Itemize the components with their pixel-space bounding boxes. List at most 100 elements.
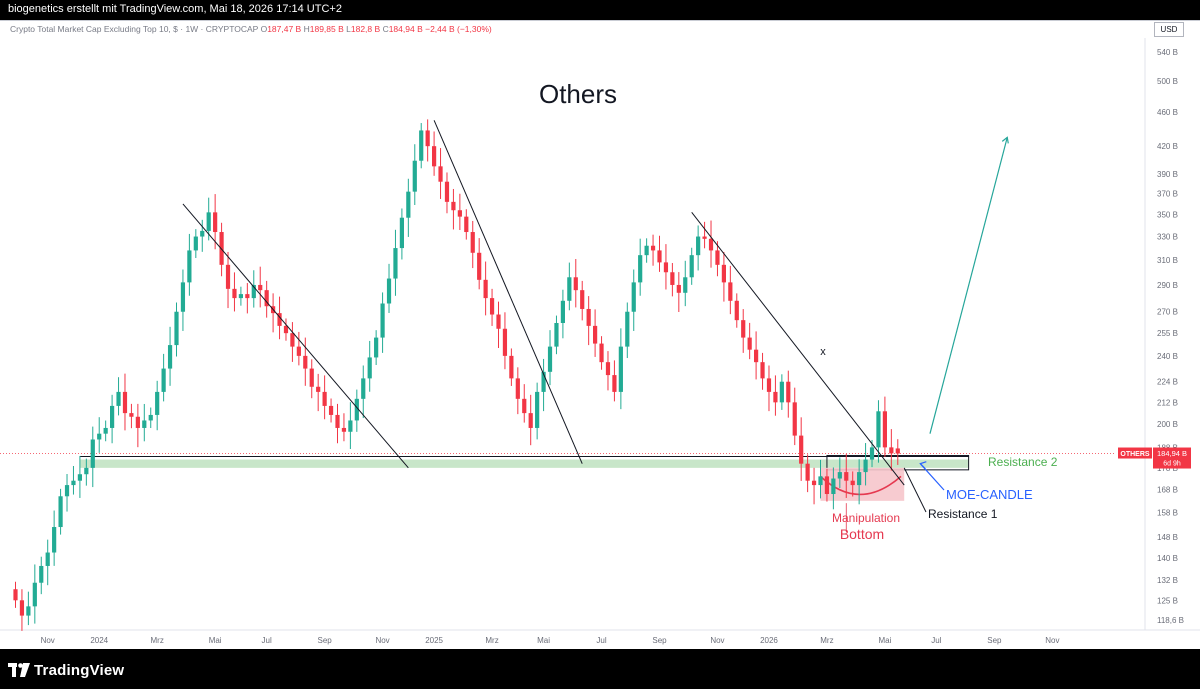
candle-body [341,427,347,432]
candle-body [844,472,849,481]
candle-body [393,248,398,279]
y-tick-label: 350 B [1157,210,1178,219]
candle-body [644,245,649,256]
candle-body [52,527,57,553]
x-tick-label: 2026 [760,636,778,645]
candle-body [612,375,617,392]
candle-body [792,402,797,436]
candle-body [245,294,250,299]
y-tick-label: 460 B [1157,108,1178,117]
legend-high: 189,85 B [309,24,344,34]
candle-body [412,160,417,192]
legend-name: Crypto Total Market Cap Excluding Top 10… [10,24,259,34]
candle-body [599,343,604,363]
candle-body [702,236,707,239]
candle-body [419,130,424,161]
candle-body [766,378,772,392]
y-tick-label: 200 B [1157,420,1178,429]
candle-body [554,323,559,347]
x-mark: x [820,346,826,358]
moe-candle-label: MOE-CANDLE [946,487,1033,502]
trendline [433,120,583,464]
candle-body [708,238,714,251]
candle-body [483,279,488,299]
candle-body [39,565,44,583]
candle-body [876,411,881,448]
candle-body [200,230,205,237]
candle-body [348,420,353,432]
x-tick-label: Jul [596,636,606,645]
candle-body [322,391,327,406]
y-tick-label: 118,6 B [1157,616,1184,625]
x-tick-label: Mrz [151,636,164,645]
candle-body [889,447,894,454]
resistance-2-label: Resistance 2 [988,455,1058,469]
candle-body [116,391,121,406]
candle-body [303,355,308,369]
candle-body [238,294,243,299]
tradingview-logo-icon [8,663,30,677]
candle-body [232,288,237,299]
candle-body [380,303,385,338]
x-tick-label: Sep [652,636,667,645]
tradingview-logo[interactable]: TradingView [8,661,124,679]
legend-close: 184,94 B [388,24,423,34]
candle-body [225,264,231,289]
candle-body [663,262,669,273]
candle-body [502,328,508,356]
candle-body [328,405,334,415]
x-tick-label: Mai [878,636,891,645]
legend-change: −2,44 B (−1,30%) [425,24,492,34]
currency-button[interactable]: USD [1154,22,1184,37]
y-tick-label: 310 B [1157,256,1178,265]
tradingview-brand: TradingView [34,661,125,679]
candle-body [316,386,321,392]
candle-body [805,463,810,481]
x-tick-label: Jul [262,636,272,645]
projection-arrowhead [1001,136,1009,144]
candle-body [277,313,282,326]
candle-body [747,337,752,350]
trendline [691,212,905,486]
legend-low: 182,8 B [350,24,381,34]
candle-body [541,371,546,392]
candle-body [148,414,153,421]
candle-body [251,284,256,299]
candle-body [580,290,585,309]
price-tag [1153,447,1191,469]
bottom-bar: TradingView [0,649,1200,689]
candle-body [496,314,501,329]
candle-body [477,252,482,280]
candle-body [58,496,63,528]
candle-body [515,378,520,399]
y-tick-label: 500 B [1157,77,1178,86]
candle-body [129,413,134,417]
candle-body [122,391,128,414]
candle-body [857,472,862,486]
candle-body [180,282,186,312]
candle-body [13,589,18,601]
x-tick-label: Mai [537,636,550,645]
candle-body [895,448,900,454]
candle-body [683,277,688,293]
x-tick-label: Mrz [485,636,498,645]
y-tick-label: 148 B [1157,533,1178,542]
candle-body [84,467,89,475]
candle-body [258,284,263,291]
candle-body [650,245,656,251]
candle-body [811,480,817,486]
y-tick-label: 212 B [1157,398,1178,407]
candle-body [528,413,533,428]
candle-body [309,368,314,387]
candle-body [715,250,720,265]
candle-body [586,308,591,326]
candle-body [593,325,598,344]
chart-title: Others [539,79,617,109]
candle-body [882,411,887,448]
candle-body [509,355,514,379]
resistance-1-pointer [903,467,927,513]
chart-frame[interactable] [0,20,1200,650]
y-tick-label: 540 B [1157,48,1178,57]
candle-body [444,181,450,202]
